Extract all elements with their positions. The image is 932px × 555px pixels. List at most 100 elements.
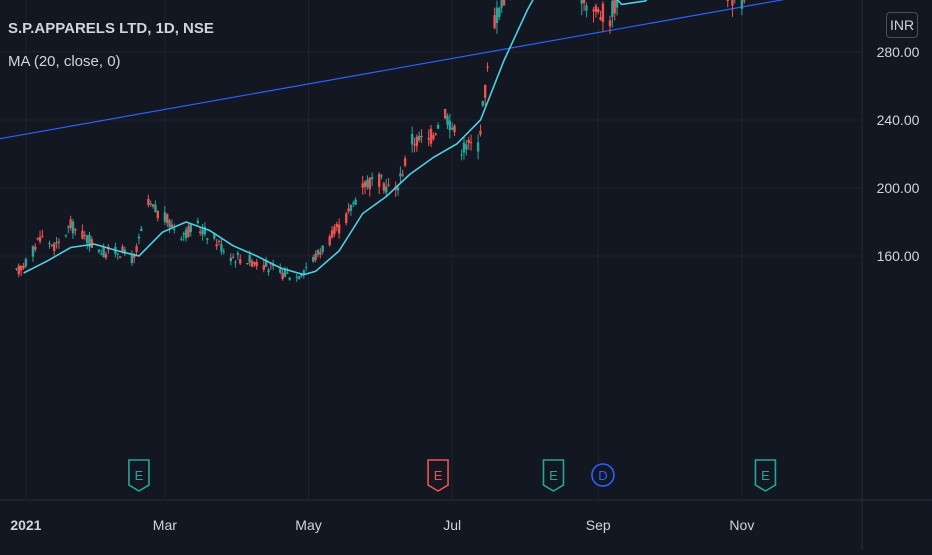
candle-body <box>74 228 77 231</box>
candle-body <box>479 130 482 135</box>
candle-body <box>319 252 322 255</box>
candle-body <box>196 220 200 224</box>
candle-body <box>347 208 350 212</box>
candle-body <box>582 0 586 3</box>
candle-body <box>38 236 42 242</box>
candle-body <box>279 268 282 273</box>
candle-body <box>140 228 143 232</box>
y-tick-label: 280.00 <box>877 44 920 60</box>
candle-body <box>236 252 240 256</box>
candle-body <box>31 246 35 257</box>
earnings-marker <box>128 459 150 492</box>
candle-body <box>580 0 583 4</box>
candle-body <box>608 20 612 27</box>
candle-body <box>255 262 258 267</box>
candle-body <box>41 235 44 237</box>
candle-body <box>182 233 185 235</box>
candle-body <box>330 230 334 238</box>
candle-body <box>229 257 233 262</box>
ma-indicator-label[interactable]: MA (20, close, 0) <box>8 53 121 70</box>
x-tick-label: Nov <box>729 517 754 533</box>
event-marker-label: E <box>135 468 144 483</box>
candle-body <box>163 212 167 222</box>
candle-body <box>36 238 39 240</box>
candle-body <box>19 265 23 271</box>
candle-body <box>100 253 103 255</box>
candle-body <box>300 274 303 277</box>
candle-body <box>304 267 308 269</box>
candle-body <box>246 262 249 264</box>
candle-body <box>615 0 619 8</box>
dividend-marker <box>591 463 615 487</box>
candle-body <box>321 245 324 253</box>
candle-body <box>288 277 291 280</box>
candle-body <box>370 177 374 179</box>
candle-body <box>166 214 169 223</box>
candle-body <box>222 251 225 253</box>
candle-body <box>498 7 501 18</box>
candle-body <box>220 244 223 252</box>
candle-body <box>168 220 171 228</box>
candle-body <box>585 5 588 11</box>
candle-body <box>154 204 157 212</box>
candle-body <box>420 135 423 137</box>
symbol-title[interactable]: S.P.APPARELS LTD, 1D, NSE <box>8 20 214 37</box>
candle-body <box>740 0 744 9</box>
candle-body <box>71 221 75 234</box>
candle-body <box>173 229 176 231</box>
candle-body <box>85 235 89 244</box>
candle-body <box>17 265 21 275</box>
candle-body <box>34 246 37 250</box>
candle-body <box>286 272 289 274</box>
candle-body <box>250 260 254 267</box>
candle-body <box>465 144 468 150</box>
candle-body <box>731 0 734 6</box>
candle-body <box>460 154 463 156</box>
candle-body <box>726 0 729 2</box>
candle-body <box>234 261 237 263</box>
event-marker-label: E <box>761 468 770 483</box>
x-tick-label: 2021 <box>10 517 41 533</box>
candle-body <box>133 255 136 258</box>
currency-badge[interactable]: INR <box>886 12 918 38</box>
candle-body <box>147 198 150 205</box>
x-tick-label: May <box>295 517 321 533</box>
candle-body <box>67 226 70 228</box>
candle-body <box>57 241 61 243</box>
candle-body <box>15 268 18 270</box>
candle-body <box>345 213 348 223</box>
candle-body <box>333 226 336 234</box>
x-tick-label: Jul <box>443 517 461 533</box>
y-tick-label: 200.00 <box>877 180 920 196</box>
candle-body <box>24 259 28 267</box>
candle-body <box>88 234 91 247</box>
candle-body <box>203 227 207 235</box>
candle-body <box>156 211 159 219</box>
candle-body <box>415 136 419 147</box>
candle-body <box>264 260 268 267</box>
time-axis-background <box>0 500 932 550</box>
candle-body <box>476 142 480 152</box>
candle-body <box>64 235 68 237</box>
candle-body <box>446 115 449 125</box>
candle-body <box>352 202 355 204</box>
candle-body <box>403 158 407 166</box>
candle-body <box>312 257 315 262</box>
candle-body <box>151 204 155 207</box>
candle-body <box>184 229 188 239</box>
candle-body <box>297 276 301 280</box>
candle-body <box>97 249 101 253</box>
candle-body <box>116 253 119 255</box>
candle-body <box>137 236 141 239</box>
y-tick-label: 160.00 <box>877 248 920 264</box>
candle-body <box>429 128 433 144</box>
event-marker-label: E <box>549 468 558 483</box>
candle-body <box>201 229 204 235</box>
candle-body <box>52 243 56 251</box>
earnings-marker <box>754 459 777 492</box>
candle-body <box>448 120 452 131</box>
candle-body <box>450 127 454 130</box>
candle-body <box>180 238 183 240</box>
